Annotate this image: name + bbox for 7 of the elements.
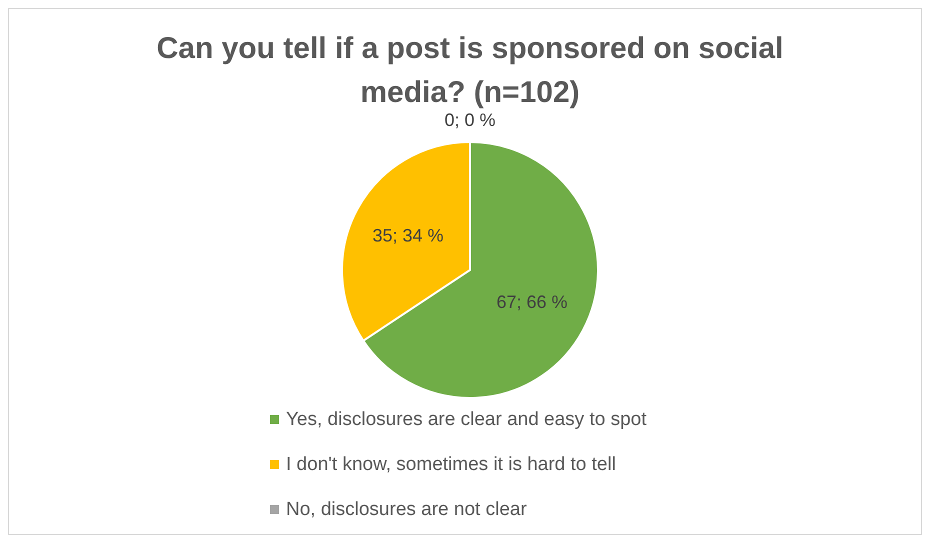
- text: 0; 0 %: [444, 110, 496, 130]
- legend-label: Yes, disclosures are clear and easy to spot: [286, 409, 648, 430]
- legend-label: I don't know, sometimes it is hard to tell: [286, 454, 616, 476]
- chart-title: Can you tell if a post is sponsored on social media? (n=102): [156, 32, 784, 109]
- legend-label: No, disclosures are not clear: [286, 499, 528, 520]
- data-label: 67; 66 %: [496, 292, 568, 312]
- data-label: 35; 34 %: [372, 225, 444, 246]
